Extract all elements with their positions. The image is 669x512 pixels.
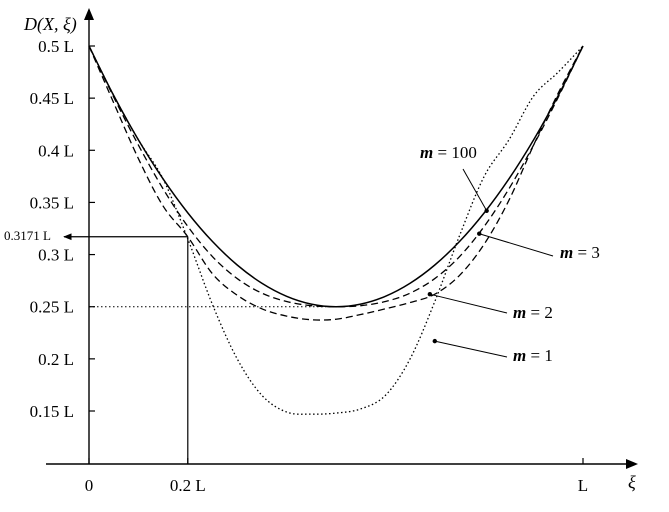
y-tick-label: 0.45 L: [30, 89, 74, 108]
series-line-1: [88, 45, 584, 308]
y-tick-label: 0.5 L: [38, 37, 74, 56]
annotation-leader-3: [434, 340, 508, 358]
annotation-leader-0: [462, 168, 488, 212]
series-line-2: [88, 45, 584, 321]
annotation-label-2: m = 2: [513, 303, 553, 322]
annotation-label-3: m = 1: [513, 346, 553, 365]
y-axis-label: D(X, ξ): [23, 14, 77, 35]
y-tick-label: 0.35 L: [30, 193, 74, 212]
x-tick-label: L: [578, 476, 588, 495]
x-tick-label: 0: [85, 476, 94, 495]
series-group: [88, 45, 584, 415]
y-tick-label: 0.4 L: [38, 141, 74, 160]
y-axis-arrowhead: [84, 8, 94, 20]
x-axis-arrowhead: [626, 459, 638, 469]
annotations: m = 100 m = 3 m = 2 m = 1 0.3171 L: [4, 143, 600, 365]
annotation-label-0: m = 100: [420, 143, 477, 162]
series-line-3: [88, 45, 584, 415]
reference-lines: [63, 233, 336, 464]
y-tick-label: 0.3 L: [38, 246, 74, 265]
series-line-0: [88, 45, 584, 308]
annotation-dot-2: [427, 292, 433, 297]
y-tick-label: 0.25 L: [30, 298, 74, 317]
y-tick-label: 0.2 L: [38, 350, 74, 369]
annotation-leader-2: [429, 293, 508, 314]
axes: [46, 8, 638, 469]
annotation-leader-1: [479, 233, 554, 257]
tick-labels: 0.5 L 0.45 L 0.4 L 0.35 L 0.3 L 0.25 L 0.2 L 0.…: [30, 37, 589, 495]
annotation-label-4: 0.3171 L: [4, 228, 51, 243]
annotation-dot-1: [477, 231, 482, 236]
x-axis-label: ξ: [628, 472, 636, 492]
y-tick-label: 0.15 L: [30, 402, 74, 421]
annotation-dot-3: [432, 338, 437, 344]
x-tick-label: 0.2 L: [170, 476, 206, 495]
annotation-label-1: m = 3: [560, 243, 600, 262]
annotation-dot-0: [484, 208, 489, 213]
